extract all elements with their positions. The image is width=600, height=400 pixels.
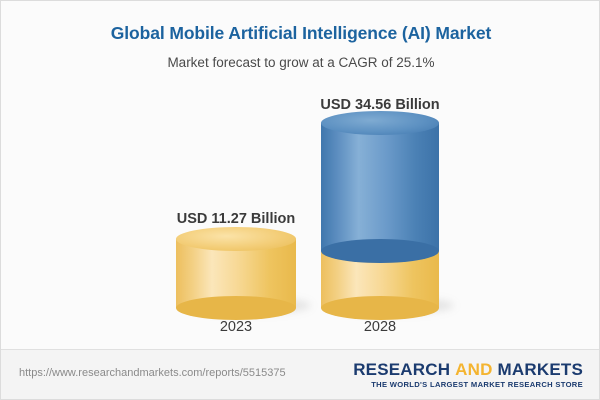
chart-area: Global Mobile Artificial Intelligence (A… [1, 1, 599, 351]
logo-tagline: THE WORLD'S LARGEST MARKET RESEARCH STOR… [371, 380, 583, 389]
report-url-link[interactable]: https://www.researchandmarkets.com/repor… [19, 367, 286, 379]
bar-2023-top-cap [176, 227, 296, 251]
bar-value-label-2028: USD 34.56 Billion [320, 97, 440, 113]
research-and-markets-logo[interactable]: RESEARCH AND MARKETS THE WORLD'S LARGEST… [353, 360, 583, 390]
card-footer: https://www.researchandmarkets.com/repor… [1, 349, 599, 399]
bar-2028-growth-segment [321, 111, 439, 263]
x-axis-label-2028: 2028 [363, 319, 397, 335]
logo-word-and: AND [455, 360, 493, 379]
chart-title: Global Mobile Artificial Intelligence (A… [110, 23, 492, 43]
chart-subtitle: Market forecast to grow at a CAGR of 25.… [167, 55, 435, 70]
bar-value-label-2023: USD 11.27 Billion [176, 211, 296, 227]
x-axis-label-2023: 2023 [219, 319, 253, 335]
bar-2028-top-cap [321, 111, 439, 135]
bar-2023-base-segment [176, 227, 296, 320]
logo-wordmark: RESEARCH AND MARKETS [353, 360, 583, 379]
logo-word-markets: MARKETS [497, 360, 583, 379]
logo-word-research: RESEARCH [353, 360, 451, 379]
bar-2023 [176, 227, 296, 320]
bar-2028 [321, 111, 439, 320]
